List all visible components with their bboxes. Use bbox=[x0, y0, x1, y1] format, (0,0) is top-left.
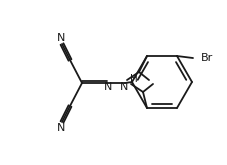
Text: N: N bbox=[57, 123, 65, 133]
Text: N: N bbox=[119, 82, 128, 92]
Text: H: H bbox=[129, 74, 137, 84]
Text: N: N bbox=[57, 33, 65, 43]
Text: N: N bbox=[103, 82, 112, 92]
Text: Br: Br bbox=[200, 53, 212, 63]
